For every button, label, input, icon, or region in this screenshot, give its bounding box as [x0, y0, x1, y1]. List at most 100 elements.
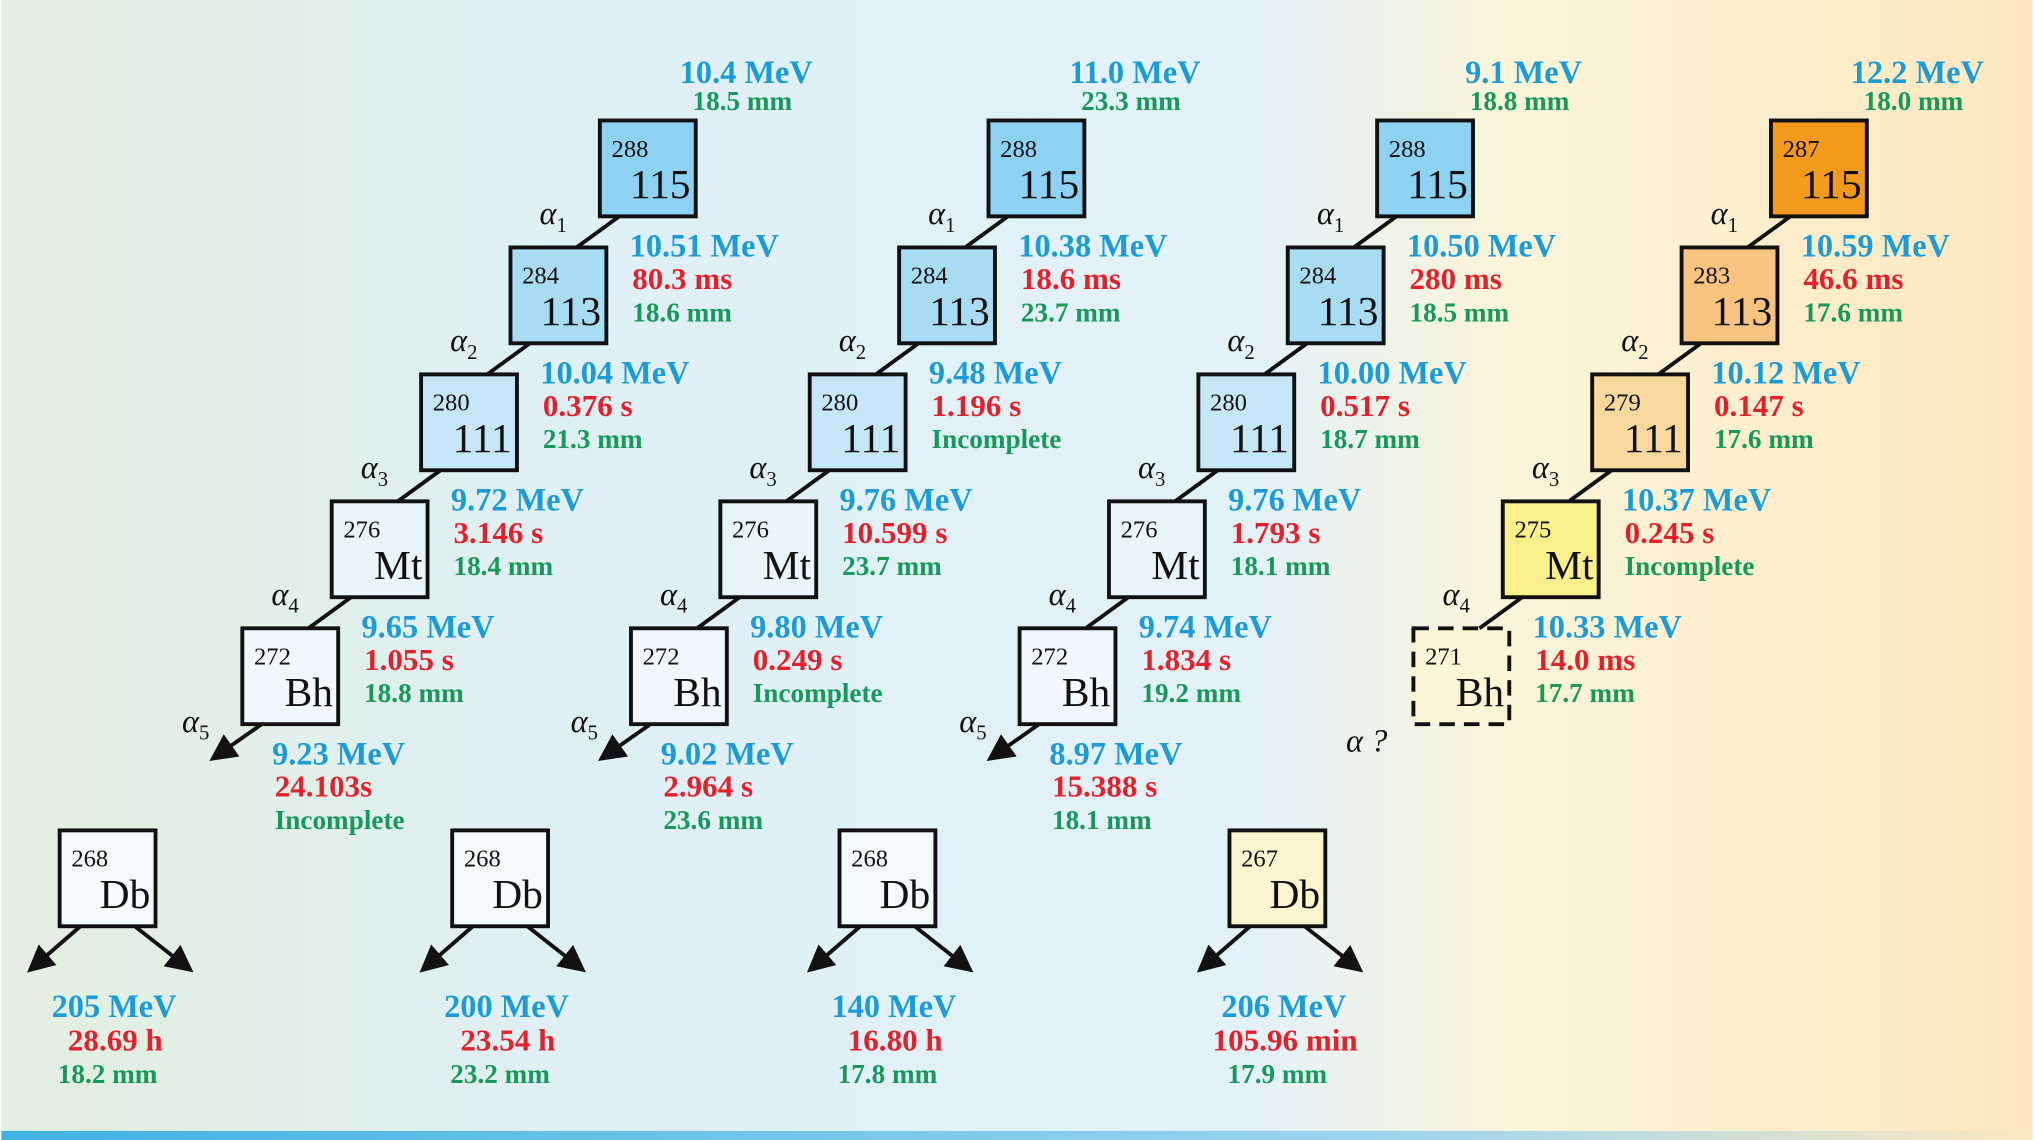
mass-number: 276 — [343, 517, 380, 544]
fission-time: 28.69 h — [68, 1023, 163, 1058]
nuclide-box — [1769, 118, 1869, 219]
decay-line — [575, 214, 621, 250]
alpha-symbol: α — [540, 196, 558, 232]
fission-range: 18.2 mm — [58, 1059, 158, 1089]
element-symbol: Mt — [1151, 542, 1200, 588]
fission-arrow — [526, 924, 587, 973]
fission-box — [57, 828, 158, 929]
mass-number: 280 — [821, 390, 858, 417]
unobserved-decay: α ? — [1346, 723, 1387, 759]
alpha-symbol: α — [749, 450, 767, 486]
decay-time: 0.376 s — [543, 388, 633, 423]
fission-energy: 140 MeV — [831, 989, 957, 1025]
decay-time: 0.147 s — [1714, 388, 1804, 423]
mass-number: 288 — [1000, 136, 1037, 163]
element-symbol: 115 — [1019, 161, 1080, 207]
alpha-symbol: α — [959, 704, 977, 740]
decay-range: Incomplete — [275, 805, 405, 835]
alpha-symbol: α — [1317, 196, 1335, 232]
decay-energy: 9.76 MeV — [1228, 482, 1362, 518]
decay-range: 17.7 mm — [1535, 678, 1635, 708]
decay-line — [396, 468, 442, 503]
alpha-label: α4 — [1442, 577, 1470, 618]
element-symbol: Db — [492, 871, 543, 917]
alpha-label: α3 — [1138, 450, 1165, 491]
alpha-symbol: α — [1711, 196, 1729, 232]
mass-number: 288 — [1389, 136, 1426, 163]
fission-time: 105.96 min — [1213, 1023, 1358, 1058]
decay-time: 18.6 ms — [1021, 261, 1121, 296]
alpha-label: α5 — [959, 704, 986, 745]
fission-range: 17.9 mm — [1228, 1059, 1328, 1089]
decay-time: 80.3 ms — [632, 261, 732, 296]
alpha-index: 2 — [1638, 342, 1648, 364]
nuclide-box — [986, 118, 1087, 219]
decay-time: 3.146 s — [453, 515, 543, 550]
implant-range: 18.0 mm — [1864, 86, 1964, 116]
fission-range: 23.2 mm — [450, 1059, 550, 1089]
nuclide-box — [1679, 245, 1780, 346]
decay-line — [964, 214, 1010, 250]
element-symbol: Bh — [1456, 669, 1505, 715]
decay-time: 0.245 s — [1625, 515, 1715, 550]
element-symbol: Mt — [763, 542, 812, 588]
decay-energy: 9.80 MeV — [750, 609, 884, 645]
decay-range: 19.2 mm — [1141, 678, 1241, 708]
element-symbol: 111 — [1624, 415, 1683, 461]
nuclide-box — [1107, 499, 1207, 600]
alpha-symbol: α — [1532, 450, 1550, 486]
decay-range: 18.4 mm — [453, 551, 553, 581]
decay-arrow — [598, 722, 652, 761]
mass-number: 272 — [643, 644, 680, 671]
nuclide-box — [897, 245, 997, 346]
decay-line — [1657, 341, 1703, 376]
decay-line — [695, 595, 741, 630]
alpha-symbol: α — [571, 704, 589, 740]
fission-energy: 205 MeV — [52, 989, 178, 1025]
decay-range: 23.7 mm — [1021, 297, 1121, 327]
nuclide-box — [718, 499, 819, 600]
implant-energy: 12.2 MeV — [1851, 55, 1985, 91]
alpha-label: α1 — [540, 196, 567, 237]
decay-energy: 10.12 MeV — [1711, 355, 1861, 391]
decay-line — [1173, 468, 1219, 503]
alpha-label: α1 — [1711, 196, 1738, 237]
mass-number: 284 — [522, 263, 559, 290]
alpha-symbol: α — [1049, 577, 1067, 613]
mass-number: 271 — [1425, 644, 1462, 671]
element-symbol: Db — [1269, 871, 1320, 917]
decay-line — [1567, 468, 1613, 503]
mass-number: 276 — [1121, 517, 1158, 544]
decay-line — [1478, 595, 1524, 630]
mass-number: 287 — [1783, 136, 1820, 163]
alpha-index: 1 — [1334, 215, 1344, 237]
element-symbol: Bh — [673, 669, 722, 715]
implant-range: 18.8 mm — [1470, 86, 1570, 116]
alpha-index: 2 — [856, 342, 866, 364]
decay-time: 1.834 s — [1141, 642, 1231, 677]
element-symbol: 115 — [1801, 161, 1862, 207]
nuclide-box — [1411, 626, 1512, 727]
alpha-label: α4 — [271, 577, 299, 618]
decay-range: 23.6 mm — [663, 805, 763, 835]
decay-range: 18.8 mm — [364, 678, 464, 708]
nuclide-box — [1375, 118, 1475, 219]
decay-energy: 9.74 MeV — [1139, 609, 1273, 645]
element-symbol: 113 — [541, 288, 602, 334]
implant-range: 18.5 mm — [693, 86, 793, 116]
decay-time: 1.793 s — [1231, 515, 1321, 550]
decay-range: 17.6 mm — [1714, 424, 1814, 454]
mass-number: 276 — [732, 517, 769, 544]
nuclide-box — [807, 372, 908, 473]
alpha-index: 1 — [557, 215, 567, 237]
alpha-label: α3 — [361, 450, 388, 491]
decay-time: 0.517 s — [1320, 388, 1410, 423]
alpha-index: 3 — [378, 469, 388, 491]
alpha-symbol: α — [839, 323, 857, 359]
element-symbol: 113 — [1318, 288, 1379, 334]
alpha-index: 2 — [467, 342, 477, 364]
decay-range: Incomplete — [753, 678, 883, 708]
alpha-symbol: α — [1442, 577, 1460, 613]
decay-time: 10.599 s — [842, 515, 947, 550]
